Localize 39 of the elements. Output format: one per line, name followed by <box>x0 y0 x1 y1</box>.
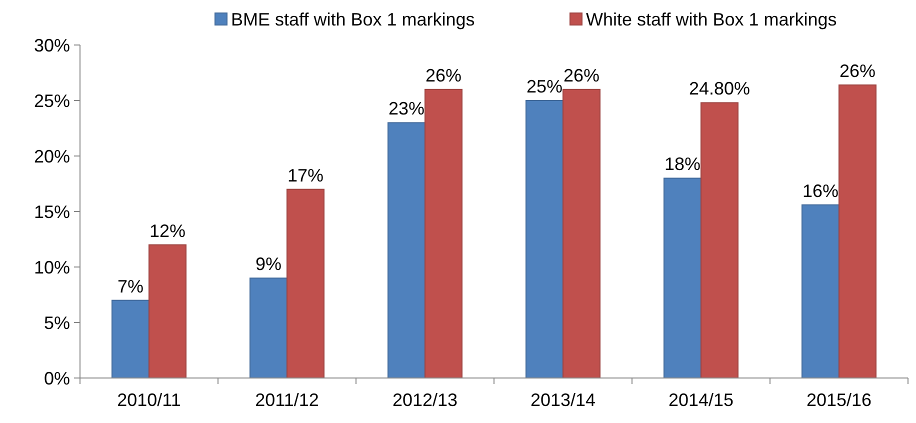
data-label: 16% <box>802 180 839 201</box>
y-tick-label: 0% <box>44 368 70 388</box>
x-tick-label: 2013/14 <box>530 390 596 410</box>
bar <box>526 100 564 378</box>
bar <box>562 88 600 378</box>
data-label: 7% <box>117 276 144 296</box>
legend-label: White staff with Box 1 markings <box>586 9 837 30</box>
data-label: 26% <box>425 65 462 86</box>
data-label: 17% <box>287 165 324 186</box>
data-label: 25% <box>526 76 563 96</box>
bar <box>700 102 738 378</box>
data-label: 26% <box>563 65 600 86</box>
data-label: 23% <box>388 98 425 119</box>
legend-label: BME staff with Box 1 markings <box>231 9 475 30</box>
bar <box>112 300 150 378</box>
y-tick-label: 15% <box>34 202 70 222</box>
x-tick-label: 2012/13 <box>392 390 458 410</box>
y-tick-label: 20% <box>34 146 70 166</box>
data-label: 18% <box>664 154 701 174</box>
data-label: 9% <box>255 254 282 274</box>
data-label: 12% <box>149 220 186 241</box>
y-tick-label: 10% <box>34 257 70 278</box>
y-tick-label: 30% <box>34 35 70 56</box>
bar <box>250 278 288 378</box>
bar <box>388 122 426 378</box>
x-tick-label: 2015/16 <box>806 390 872 410</box>
bar <box>286 188 324 378</box>
data-label: 24.80% <box>688 78 750 99</box>
x-tick-label: 2014/15 <box>668 390 734 410</box>
bar <box>838 84 876 378</box>
data-label: 26% <box>839 60 876 81</box>
y-tick-label: 5% <box>44 312 70 333</box>
y-tick-label: 25% <box>34 90 70 111</box>
x-tick-label: 2010/11 <box>117 390 181 410</box>
bar <box>664 178 702 378</box>
bar <box>148 244 186 378</box>
bar <box>802 204 840 378</box>
bar <box>424 88 462 378</box>
x-tick-label: 2011/12 <box>255 390 319 410</box>
